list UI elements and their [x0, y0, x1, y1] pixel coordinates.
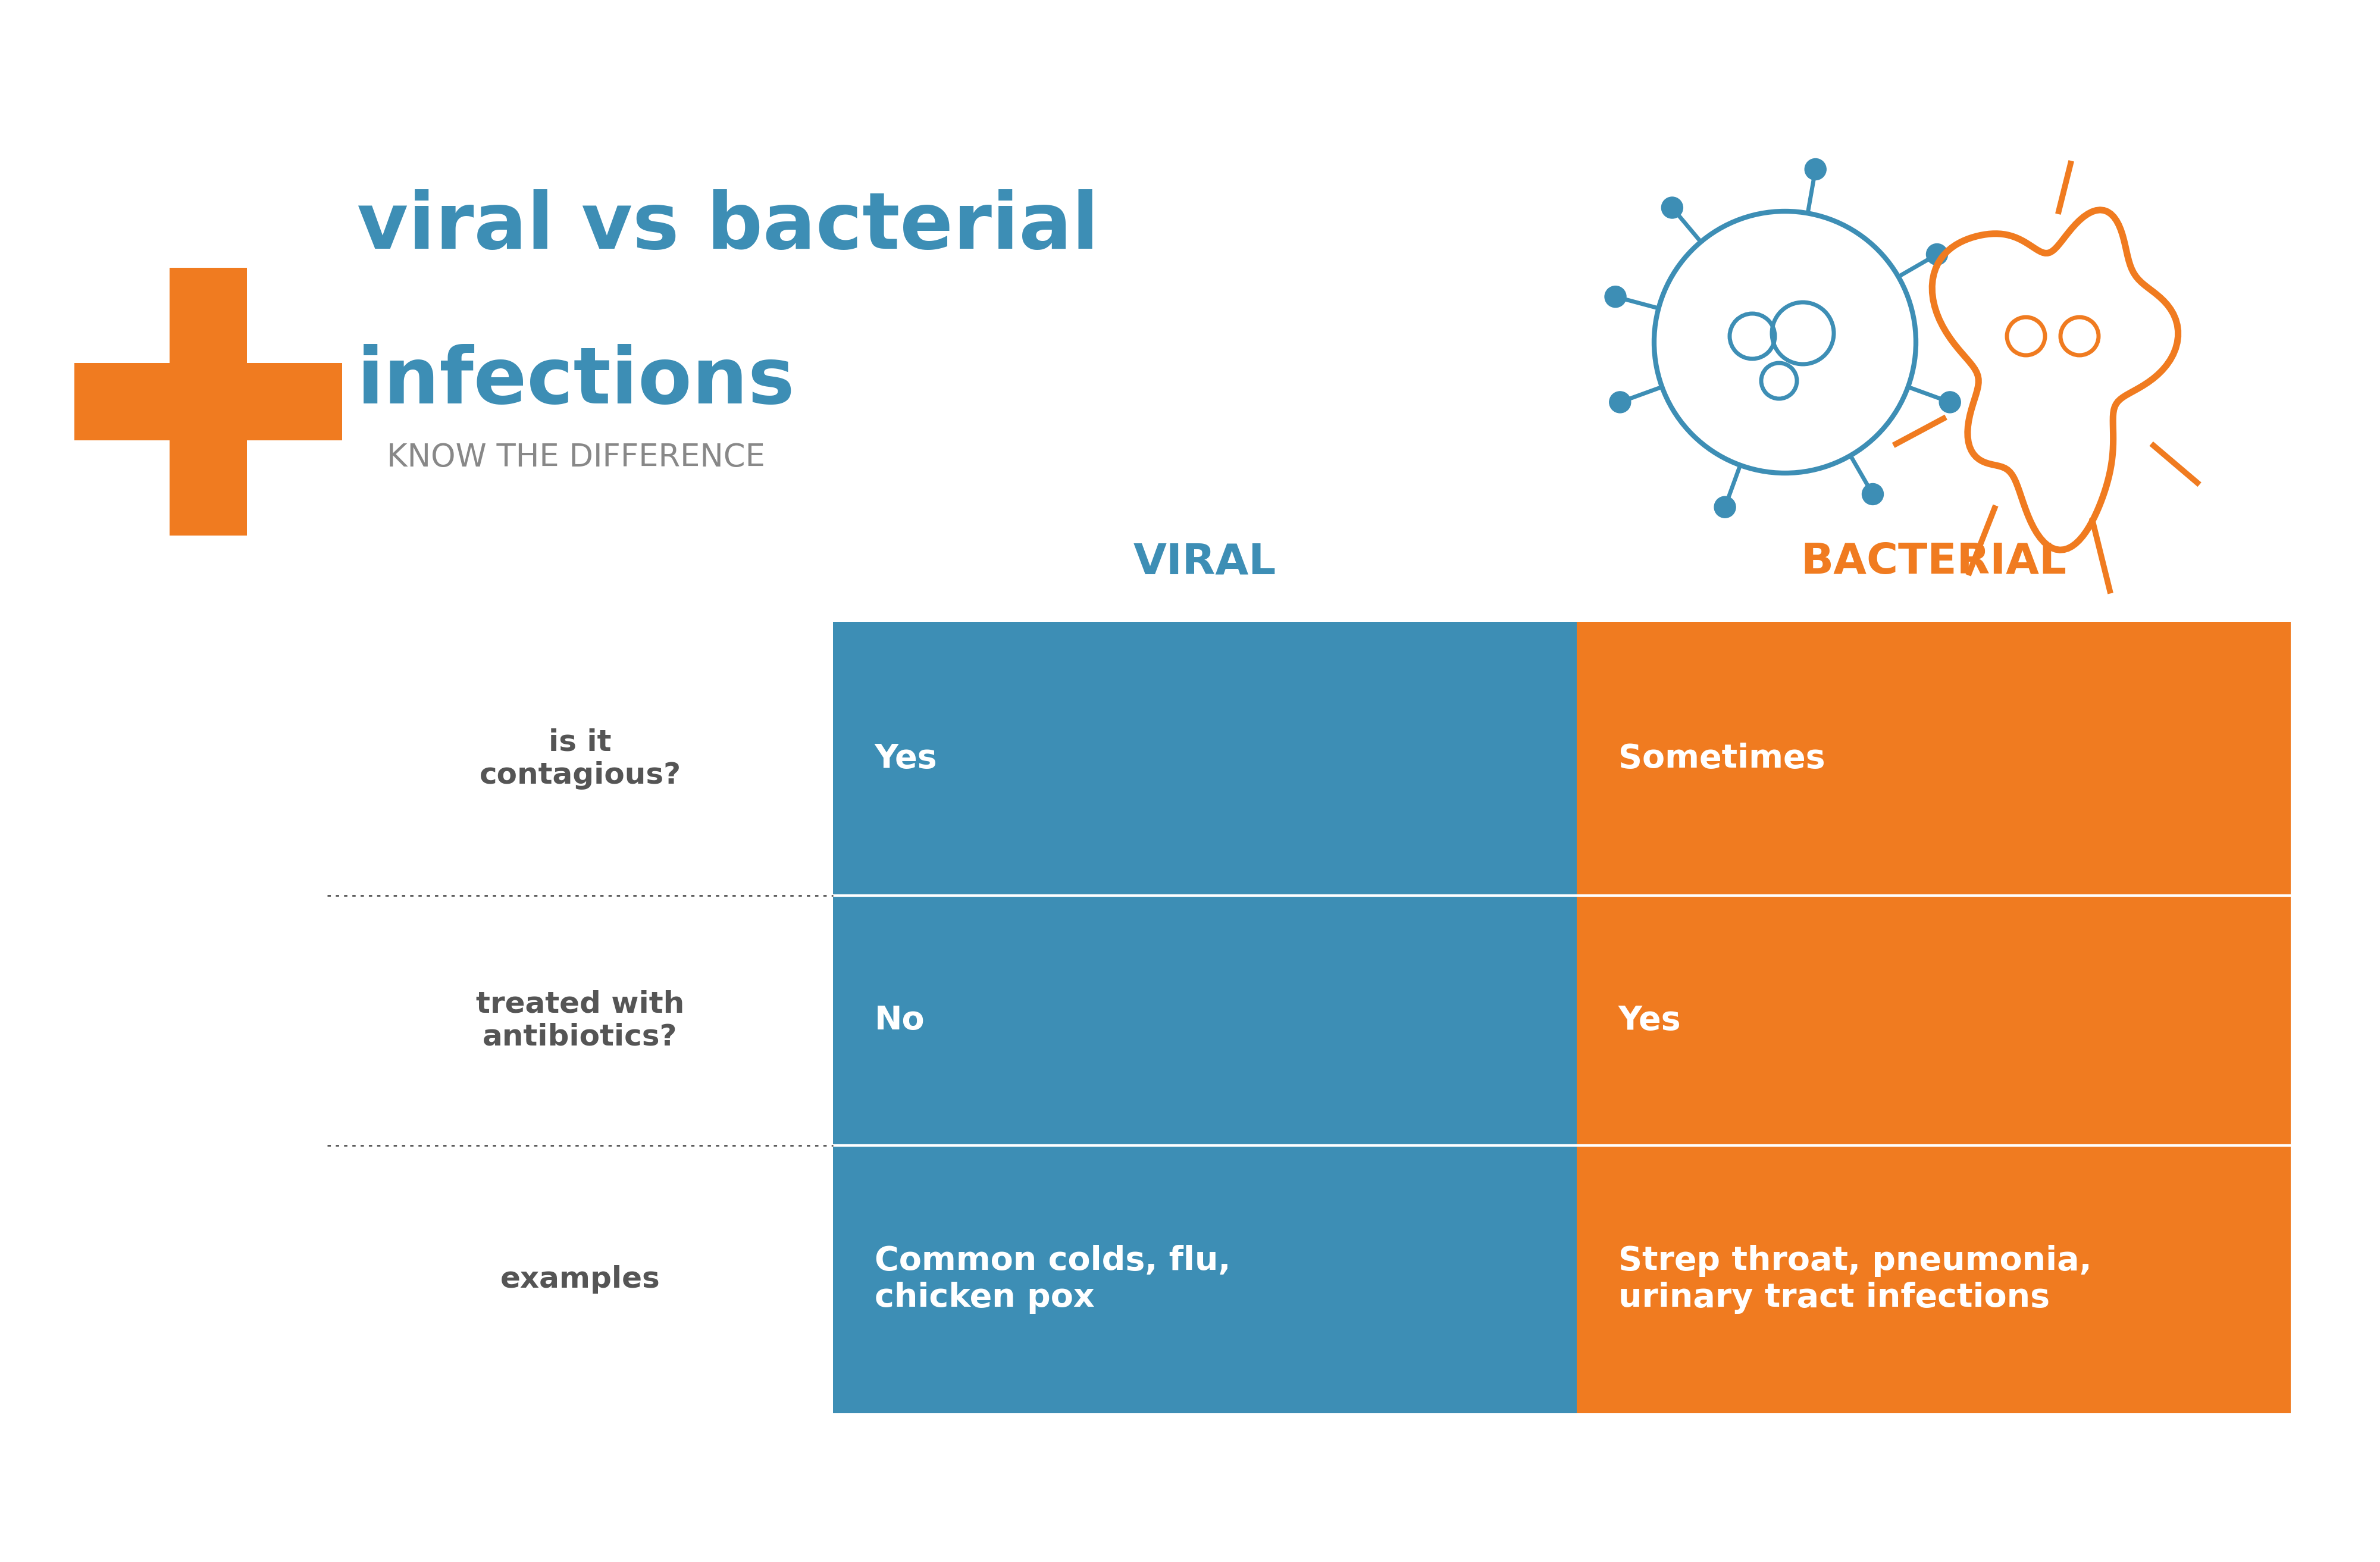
- FancyBboxPatch shape: [1576, 895, 2290, 1145]
- FancyBboxPatch shape: [74, 362, 343, 440]
- Circle shape: [1604, 286, 1626, 308]
- FancyBboxPatch shape: [1576, 622, 2290, 895]
- Circle shape: [1940, 392, 1961, 412]
- Text: Strep throat, pneumonia,
urinary tract infections: Strep throat, pneumonia, urinary tract i…: [1618, 1245, 2092, 1314]
- Circle shape: [1661, 197, 1683, 219]
- FancyBboxPatch shape: [833, 1145, 1576, 1414]
- Text: Yes: Yes: [876, 742, 938, 775]
- Text: KNOW THE DIFFERENCE: KNOW THE DIFFERENCE: [386, 442, 764, 473]
- Text: VIRAL: VIRAL: [1133, 542, 1276, 583]
- Text: Yes: Yes: [1618, 1004, 1680, 1037]
- Text: BACTERIAL: BACTERIAL: [1802, 542, 2066, 583]
- FancyBboxPatch shape: [1576, 1145, 2290, 1414]
- Circle shape: [1609, 392, 1630, 412]
- Circle shape: [1804, 159, 1825, 180]
- Text: Common colds, flu,
chicken pox: Common colds, flu, chicken pox: [876, 1245, 1230, 1314]
- FancyBboxPatch shape: [833, 622, 1576, 895]
- Text: Sometimes: Sometimes: [1618, 742, 1825, 775]
- Circle shape: [1714, 497, 1735, 519]
- Text: examples: examples: [500, 1265, 659, 1293]
- Text: infections: infections: [357, 344, 795, 420]
- Text: treated with
antibiotics?: treated with antibiotics?: [476, 990, 685, 1051]
- FancyBboxPatch shape: [169, 267, 248, 536]
- Text: is it
contagious?: is it contagious?: [478, 728, 681, 789]
- Circle shape: [1925, 244, 1947, 266]
- Text: viral vs bacterial: viral vs bacterial: [357, 189, 1100, 266]
- Text: No: No: [876, 1004, 926, 1037]
- FancyBboxPatch shape: [833, 895, 1576, 1145]
- Circle shape: [1861, 484, 1883, 505]
